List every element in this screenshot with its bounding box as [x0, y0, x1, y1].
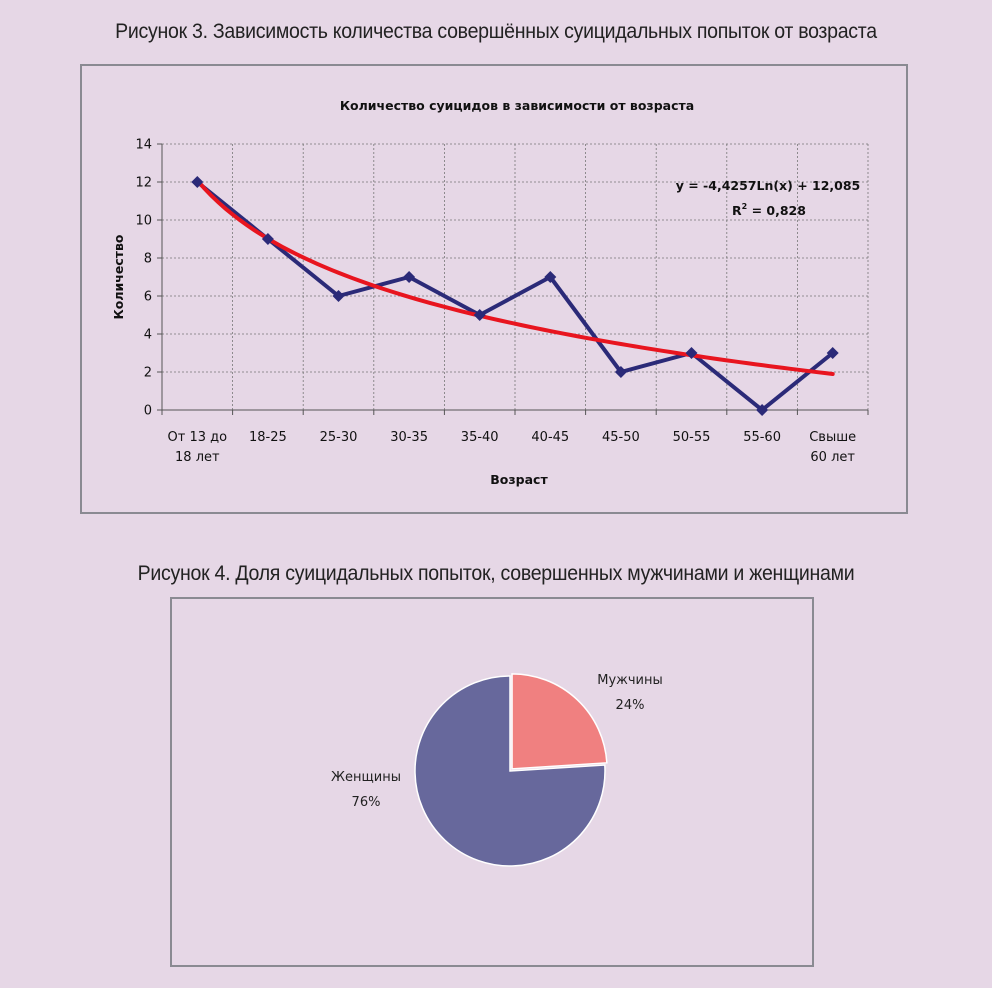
pie-slice [511, 673, 608, 770]
trend-line [195, 178, 835, 377]
data-point-marker [685, 347, 698, 359]
x-axis-label: Возраст [490, 472, 548, 487]
y-tick-label: 2 [144, 366, 152, 381]
x-tick-label: Свыше 60 лет [809, 430, 856, 465]
data-point-marker [403, 271, 416, 283]
x-tick-label: 35-40 [461, 430, 499, 445]
x-tick-label: 55-60 [743, 430, 781, 445]
pie-slice-percent: 24% [616, 698, 645, 713]
figure-3-caption: Рисунок 3. Зависимость количества соверш… [115, 20, 877, 43]
chart-title: Количество суицидов в зависимости от воз… [340, 98, 694, 113]
x-tick-label: 50-55 [673, 430, 711, 445]
y-tick-label: 0 [144, 404, 152, 419]
y-tick-label: 6 [144, 290, 152, 305]
y-tick-label: 12 [135, 176, 152, 191]
trend-r2: R2 = 0,828 [732, 202, 806, 218]
y-tick-label: 10 [135, 214, 152, 229]
figure-4-caption: Рисунок 4. Доля суицидальных попыток, со… [137, 562, 855, 585]
line-chart-frame: Количество суицидов в зависимости от воз… [80, 64, 908, 514]
pie-slice-label: Женщины [331, 770, 401, 785]
data-point-marker [191, 176, 204, 188]
y-axis-label: Количество [111, 234, 126, 319]
data-point-marker [332, 290, 345, 302]
y-tick-label: 8 [144, 252, 152, 267]
y-tick-label: 14 [135, 138, 152, 153]
data-point-marker [544, 271, 557, 283]
x-tick-label: 18-25 [249, 430, 287, 445]
x-tick-label: 40-45 [531, 430, 569, 445]
x-tick-label: От 13 до 18 лет [168, 430, 228, 465]
pie-chart-frame: Мужчины 24% Женщины 76% [170, 597, 814, 967]
data-point-marker [473, 309, 486, 321]
pie-chart: Мужчины 24% Женщины 76% [331, 673, 663, 867]
series-line [196, 180, 834, 412]
data-point-marker [614, 366, 627, 378]
line-chart: Количество суицидов в зависимости от воз… [111, 98, 869, 487]
pie-slice-percent: 76% [352, 795, 381, 810]
x-tick-label: 45-50 [602, 430, 640, 445]
data-point-marker [261, 233, 274, 245]
data-point-marker [756, 404, 769, 416]
pie-slice [414, 675, 606, 867]
pie-slice-label: Мужчины [597, 673, 663, 688]
data-point-marker [826, 347, 839, 359]
x-tick-label: 25-30 [320, 430, 358, 445]
y-tick-label: 4 [144, 328, 152, 343]
x-tick-label: 30-35 [390, 430, 428, 445]
trend-equation: y = -4,4257Ln(x) + 12,085 [676, 178, 861, 193]
